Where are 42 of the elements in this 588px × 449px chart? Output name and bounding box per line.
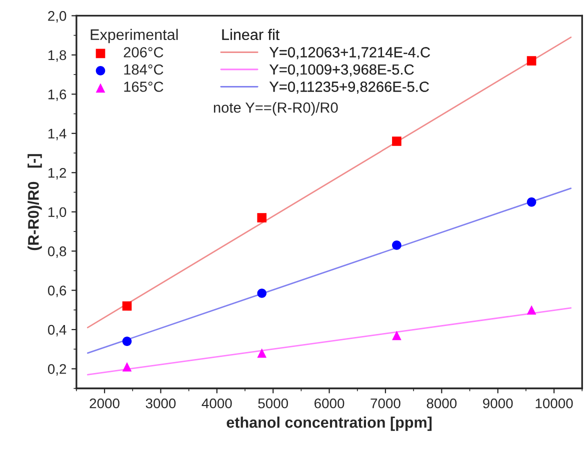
x-axis-title: ethanol concentration [ppm]: [226, 416, 432, 431]
x-tick-label: 3000: [146, 398, 176, 408]
point: [392, 330, 402, 340]
legend-label: Y=0,1009+3,968E-5.C: [269, 64, 414, 76]
x-tick-label: 2000: [90, 398, 120, 408]
y-tick-label: 1,4: [48, 128, 66, 140]
point: [392, 240, 402, 250]
y-tick-label: 0,6: [48, 286, 66, 298]
y-tick-label: 1,0: [48, 207, 66, 219]
point: [526, 305, 536, 315]
x-tick-label: 7000: [370, 398, 400, 408]
x-tick-label: 4000: [202, 398, 232, 408]
y-axis-title: (R-R0)/R0 [-]: [28, 154, 42, 250]
point: [257, 288, 267, 298]
point: [392, 136, 402, 146]
y-tick-label: 0,4: [48, 324, 66, 336]
x-tick-label: 9000: [483, 398, 513, 408]
y-tick-label: 2,0: [48, 11, 66, 23]
y-tick-label: 0,8: [48, 246, 66, 258]
annotation: note Y==(R-R0)/R0: [214, 102, 338, 116]
y-tick-label: 1,8: [48, 50, 66, 62]
x-tick-label: 6000: [314, 398, 344, 408]
point: [526, 56, 536, 66]
point: [257, 348, 267, 358]
legend-label: 206°C: [124, 47, 164, 58]
legend-label: 184°C: [124, 64, 164, 75]
x-tick-label: 8000: [426, 398, 457, 408]
y-tick-label: 1,2: [48, 168, 66, 180]
point: [122, 336, 132, 346]
point: [122, 362, 132, 372]
point: [257, 213, 267, 222]
x-tick-label: 10000: [536, 398, 573, 408]
point: [526, 197, 536, 207]
text: Experimental: [90, 28, 178, 44]
point: [122, 301, 132, 311]
text: Linear fit: [222, 28, 280, 40]
x-tick-label: 5000: [258, 398, 288, 408]
legend-label: Y=0,11235+9,8266E-5.C: [269, 82, 429, 94]
y-tick-label: 0,2: [48, 364, 66, 376]
y-tick-label: 1,6: [48, 90, 66, 101]
legend-label: Y=0,12063+1,7214E-4.C: [269, 47, 430, 60]
legend-label: 165°C: [124, 82, 164, 92]
